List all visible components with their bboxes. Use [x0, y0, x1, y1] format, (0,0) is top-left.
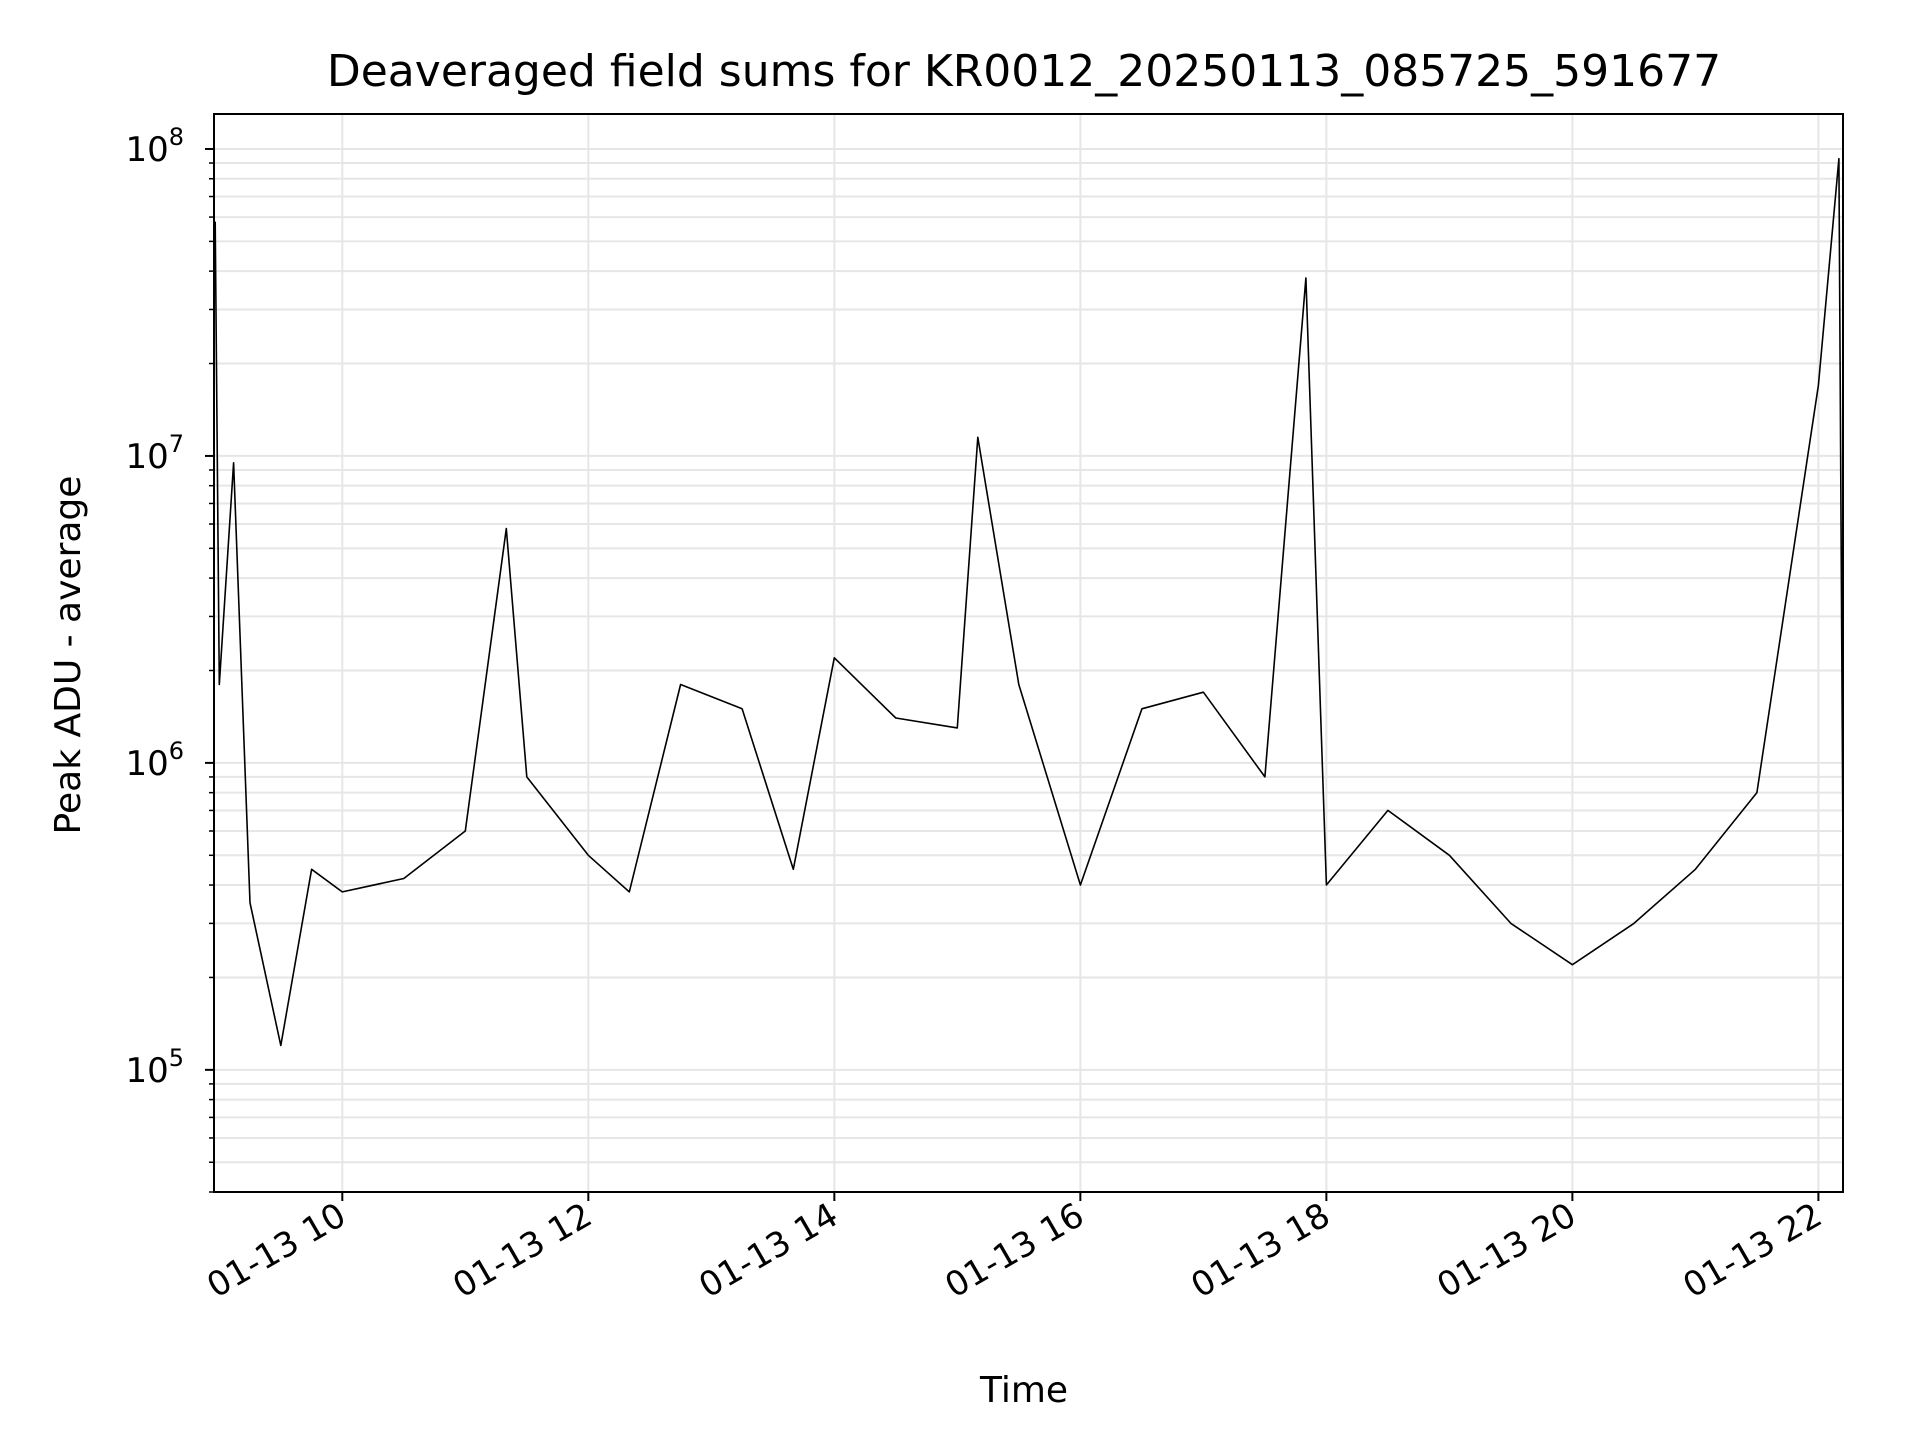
- series-line: [214, 157, 1844, 1047]
- chart-title: Deaveraged field sums for KR0012_2025011…: [327, 46, 1721, 97]
- y-tick-label: 107: [125, 430, 184, 477]
- y-axis-label: Peak ADU - average: [48, 476, 89, 835]
- y-tick-label: 105: [125, 1044, 184, 1091]
- plot-area: [214, 157, 1844, 1047]
- y-tick-label: 108: [125, 123, 184, 170]
- x-axis-label: Time: [979, 1370, 1068, 1411]
- axes-frame: [213, 113, 1844, 1193]
- grid: [214, 114, 1843, 1193]
- y-tick-label: 106: [125, 737, 184, 784]
